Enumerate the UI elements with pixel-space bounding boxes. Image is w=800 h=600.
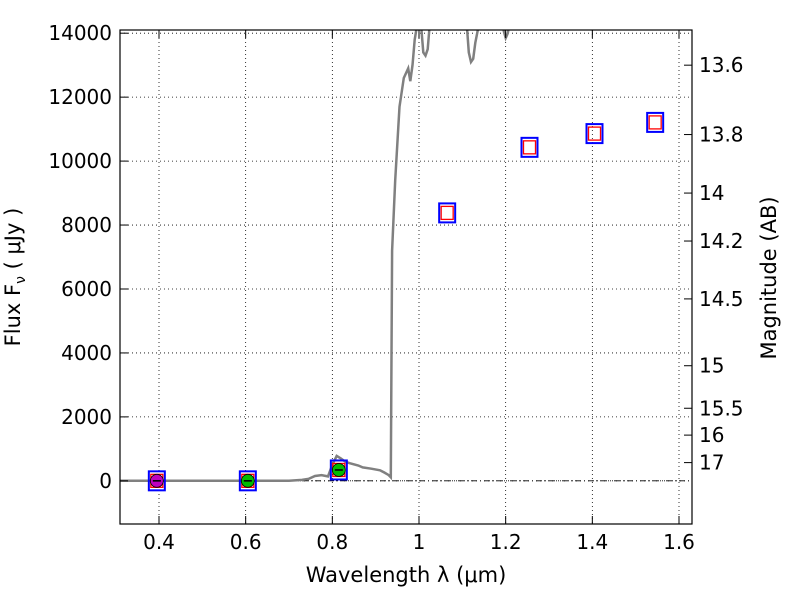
y2-axis-label: Magnitude (AB) [757, 196, 781, 359]
model-box-marker [646, 111, 665, 133]
y-tick-label: 10000 [48, 149, 112, 173]
x-axis-label: Wavelength λ (μm) [306, 563, 507, 587]
y-tick-labels: 0 2000 4000 6000 8000 10000 12000 14000 [48, 21, 112, 493]
y-tick-label: 8000 [61, 213, 112, 237]
model-box-marker [238, 470, 257, 492]
y2-tick-label: 13.8 [699, 123, 744, 147]
y-axis-label-sub: ν [13, 276, 29, 284]
y-tick-label: 6000 [61, 277, 112, 301]
y-tick-label: 12000 [48, 85, 112, 109]
y-axis-label: Flux Fν ( μJy ) [1, 208, 29, 347]
y2-tick-label: 14.2 [699, 229, 744, 253]
model-box-marker [329, 459, 348, 481]
model-box-marker [520, 136, 539, 158]
y2-tick-label: 17 [699, 451, 724, 475]
data-markers [147, 111, 665, 492]
y-tick-label: 14000 [48, 21, 112, 45]
model-flux-marker [522, 140, 537, 155]
model-flux-marker [587, 126, 602, 141]
y2-tick-labels: 13.6 13.8 14 14.2 14.5 15 15.5 16 17 [699, 53, 744, 474]
model-box-marker [147, 470, 166, 492]
model-box-marker [585, 123, 604, 145]
plot-frame [119, 29, 693, 525]
y-axis-label-main: Flux F [1, 284, 25, 346]
y2-tick-label: 15 [699, 354, 724, 378]
y2-tick-label: 13.6 [699, 53, 744, 77]
axis-ticks [120, 30, 692, 524]
grid-lines [120, 30, 692, 524]
plot-area [120, 30, 665, 492]
y2-tick-label: 16 [699, 423, 724, 447]
x-tick-label: 0.4 [143, 530, 175, 554]
x-tick-label: 1 [413, 530, 426, 554]
model-flux-marker [440, 205, 454, 221]
x-tick-label: 1.4 [576, 530, 608, 554]
y-tick-label: 4000 [61, 341, 112, 365]
x-tick-label: 0.8 [316, 530, 348, 554]
spectrum-line [120, 30, 510, 483]
y-axis-label-unit: ( μJy ) [1, 208, 25, 276]
x-tick-label: 0.6 [230, 530, 262, 554]
model-flux-marker [648, 115, 662, 130]
x-tick-label: 1.6 [663, 530, 695, 554]
y-tick-label: 2000 [61, 405, 112, 429]
x-tick-labels: 0.4 0.6 0.8 1 1.2 1.4 1.6 [143, 530, 695, 554]
y2-tick-label: 15.5 [699, 396, 744, 420]
model-box-marker [438, 202, 457, 224]
y2-tick-label: 14.5 [699, 287, 744, 311]
x-tick-label: 1.2 [490, 530, 522, 554]
y-tick-label: 0 [99, 469, 112, 493]
y2-tick-label: 14 [699, 181, 724, 205]
